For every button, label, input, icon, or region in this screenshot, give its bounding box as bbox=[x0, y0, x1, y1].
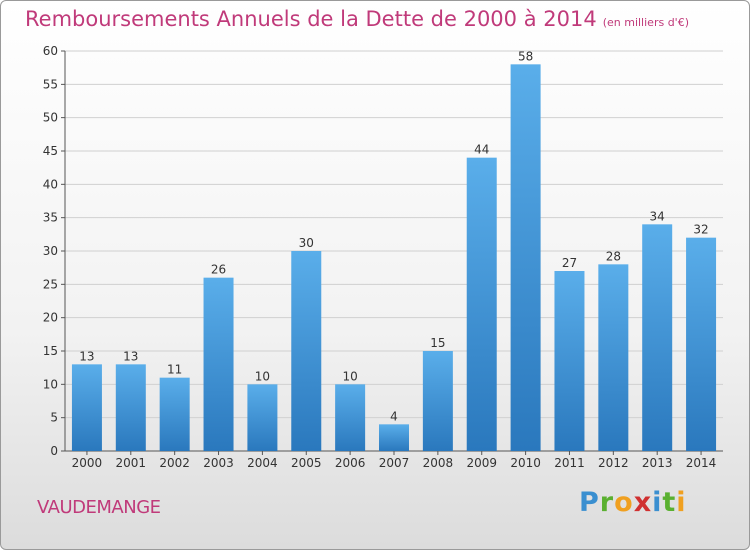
data-label-2002: 11 bbox=[167, 363, 182, 377]
y-tick-label: 30 bbox=[43, 244, 58, 258]
bar-2008[interactable] bbox=[422, 351, 453, 451]
data-label-2005: 30 bbox=[299, 236, 314, 250]
x-tick-label-2002: 2002 bbox=[159, 456, 190, 470]
bar-2004[interactable] bbox=[247, 384, 278, 451]
data-label-2001: 13 bbox=[123, 349, 138, 363]
y-tick-label: 5 bbox=[50, 411, 58, 425]
data-label-2004: 10 bbox=[255, 369, 270, 383]
y-tick-label: 60 bbox=[43, 44, 58, 58]
y-tick-label: 10 bbox=[43, 377, 58, 391]
x-tick-label-2003: 2003 bbox=[203, 456, 234, 470]
x-tick-label-2013: 2013 bbox=[642, 456, 673, 470]
bar-2010[interactable] bbox=[510, 64, 541, 452]
x-tick-label-2001: 2001 bbox=[116, 456, 147, 470]
bar-2006[interactable] bbox=[335, 384, 366, 451]
data-label-2007: 4 bbox=[390, 409, 398, 423]
chart-title: Remboursements Annuels de la Dette de 20… bbox=[25, 7, 689, 31]
y-tick-label: 40 bbox=[43, 177, 58, 191]
bar-2001[interactable] bbox=[115, 364, 146, 451]
y-tick-label: 25 bbox=[43, 277, 58, 291]
data-label-2011: 27 bbox=[562, 256, 577, 270]
y-tick-label: 50 bbox=[43, 111, 58, 125]
x-tick-label-2008: 2008 bbox=[423, 456, 454, 470]
bar-2003[interactable] bbox=[203, 277, 234, 451]
bar-2014[interactable] bbox=[686, 237, 717, 451]
data-label-2013: 34 bbox=[650, 209, 665, 223]
x-tick-label-2004: 2004 bbox=[247, 456, 278, 470]
y-tick-label: 35 bbox=[43, 211, 58, 225]
x-tick-label-2005: 2005 bbox=[291, 456, 322, 470]
data-label-2009: 44 bbox=[474, 143, 489, 157]
y-tick-label: 0 bbox=[50, 444, 58, 458]
chart-title-main: Remboursements Annuels de la Dette de 20… bbox=[25, 7, 597, 31]
x-tick-label-2006: 2006 bbox=[335, 456, 366, 470]
data-label-2014: 32 bbox=[693, 223, 708, 237]
x-tick-label-2010: 2010 bbox=[510, 456, 541, 470]
bar-2007[interactable] bbox=[379, 424, 409, 451]
bar-2013[interactable] bbox=[642, 224, 673, 451]
x-tick-label-2011: 2011 bbox=[554, 456, 585, 470]
bar-2002[interactable] bbox=[159, 377, 190, 451]
x-tick-label-2014: 2014 bbox=[686, 456, 717, 470]
labels: 0 5 10 15 20 25 30 35 40 45 50 55 60 13 2000 13 2001 11 20… bbox=[43, 44, 717, 470]
y-tick-label: 20 bbox=[43, 311, 58, 325]
data-label-2008: 15 bbox=[430, 336, 445, 350]
commune-name: VAUDEMANGE bbox=[37, 497, 161, 518]
x-tick-label-2007: 2007 bbox=[379, 456, 410, 470]
y-tick-label: 55 bbox=[43, 77, 58, 91]
y-tick-label: 15 bbox=[43, 344, 58, 358]
y-tick-label: 45 bbox=[43, 144, 58, 158]
data-label-2012: 28 bbox=[606, 249, 621, 263]
bar-2005[interactable] bbox=[291, 251, 322, 451]
x-tick-label-2012: 2012 bbox=[598, 456, 629, 470]
bar-2000[interactable] bbox=[71, 364, 102, 451]
bars bbox=[71, 64, 717, 452]
proxiti-logo[interactable]: Proxiti bbox=[579, 487, 687, 518]
bar-2012[interactable] bbox=[598, 264, 629, 451]
bar-2009[interactable] bbox=[466, 157, 497, 451]
x-tick-label-2009: 2009 bbox=[466, 456, 497, 470]
data-label-2000: 13 bbox=[79, 349, 94, 363]
data-label-2010: 58 bbox=[518, 49, 533, 63]
x-tick-label-2000: 2000 bbox=[72, 456, 103, 470]
chart-title-unit: (en milliers d'€) bbox=[602, 16, 689, 29]
data-label-2006: 10 bbox=[342, 369, 357, 383]
data-label-2003: 26 bbox=[211, 263, 226, 277]
bar-2011[interactable] bbox=[554, 271, 585, 451]
